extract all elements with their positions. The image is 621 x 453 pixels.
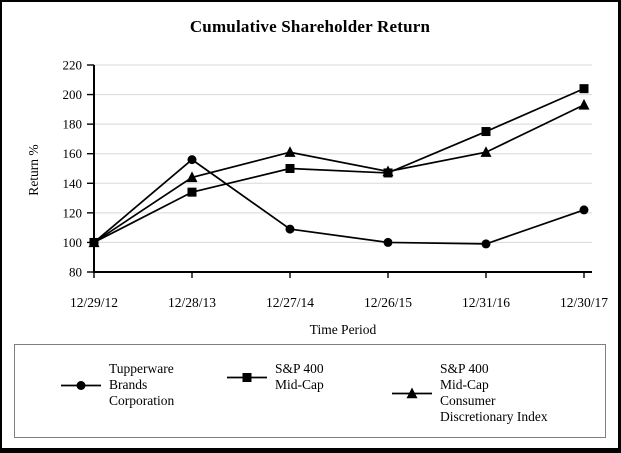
triangle-marker-icon [382, 165, 394, 177]
y-tick-label: 100 [63, 235, 83, 250]
circle-marker-icon [383, 237, 393, 247]
x-tick-label: 12/29/12 [70, 295, 118, 310]
plot-area: 80 100 120 140 160 180 200 220 12/29/12 12/28/13 1… [63, 58, 609, 311]
y-tick-label: 120 [63, 205, 83, 220]
circle-marker-icon [579, 205, 589, 215]
triangle-marker-icon [284, 146, 296, 157]
axis-lines [93, 65, 592, 273]
triangle-marker-icon [480, 146, 492, 157]
series-line-triangle [93, 104, 585, 244]
legend-item-circle: Tupperware Brands Corporation [61, 361, 174, 409]
legend-label: Tupperware Brands Corporation [109, 361, 175, 408]
series-line-circle [93, 158, 585, 245]
y-tick-label: 220 [63, 58, 83, 73]
square-marker-icon [187, 187, 197, 197]
series-line-square [93, 87, 585, 244]
y-tick-label: 180 [63, 117, 83, 132]
triangle-marker-icon [186, 171, 198, 183]
y-tick-label: 160 [63, 146, 83, 161]
y-tick-label: 140 [63, 176, 83, 191]
square-legend-marker-icon [227, 372, 267, 382]
square-marker-icon [579, 84, 589, 94]
legend-item-triangle: S&P 400 Mid-Cap Consumer Discretionary Inde… [392, 361, 548, 425]
square-marker-icon [285, 164, 295, 173]
legend-label: S&P 400 Mid-Cap Consumer Discretionary Inde… [440, 361, 548, 424]
x-tick-label: 12/26/15 [364, 295, 412, 310]
chart-title: Cumulative Shareholder Return [189, 17, 431, 36]
triangle-legend-marker-icon [392, 387, 432, 398]
circle-marker-icon [285, 224, 295, 234]
x-tick-label: 12/27/14 [266, 295, 314, 310]
circle-legend-marker-icon [61, 380, 101, 390]
x-tick-label: 12/30/17 [560, 295, 608, 310]
y-axis-title: Return % [26, 144, 41, 196]
legend-label: S&P 400 Mid-Cap [275, 361, 324, 392]
x-tick-label: 12/28/13 [168, 295, 216, 310]
x-tick-label: 12/31/16 [462, 295, 510, 310]
square-marker-icon [481, 127, 491, 137]
circle-marker-icon [187, 155, 197, 165]
legend: Tupperware Brands Corporation S&P 400 Mid-Ca… [14, 344, 606, 438]
x-axis-title: Time Period [309, 322, 377, 337]
triangle-marker-icon [578, 98, 590, 110]
triangle-marker-icon [88, 236, 100, 248]
y-tick-label: 80 [69, 265, 82, 280]
legend-item-square: S&P 400 Mid-Cap [227, 361, 324, 393]
circle-marker-icon [481, 239, 491, 249]
y-tick-label: 200 [63, 87, 83, 102]
